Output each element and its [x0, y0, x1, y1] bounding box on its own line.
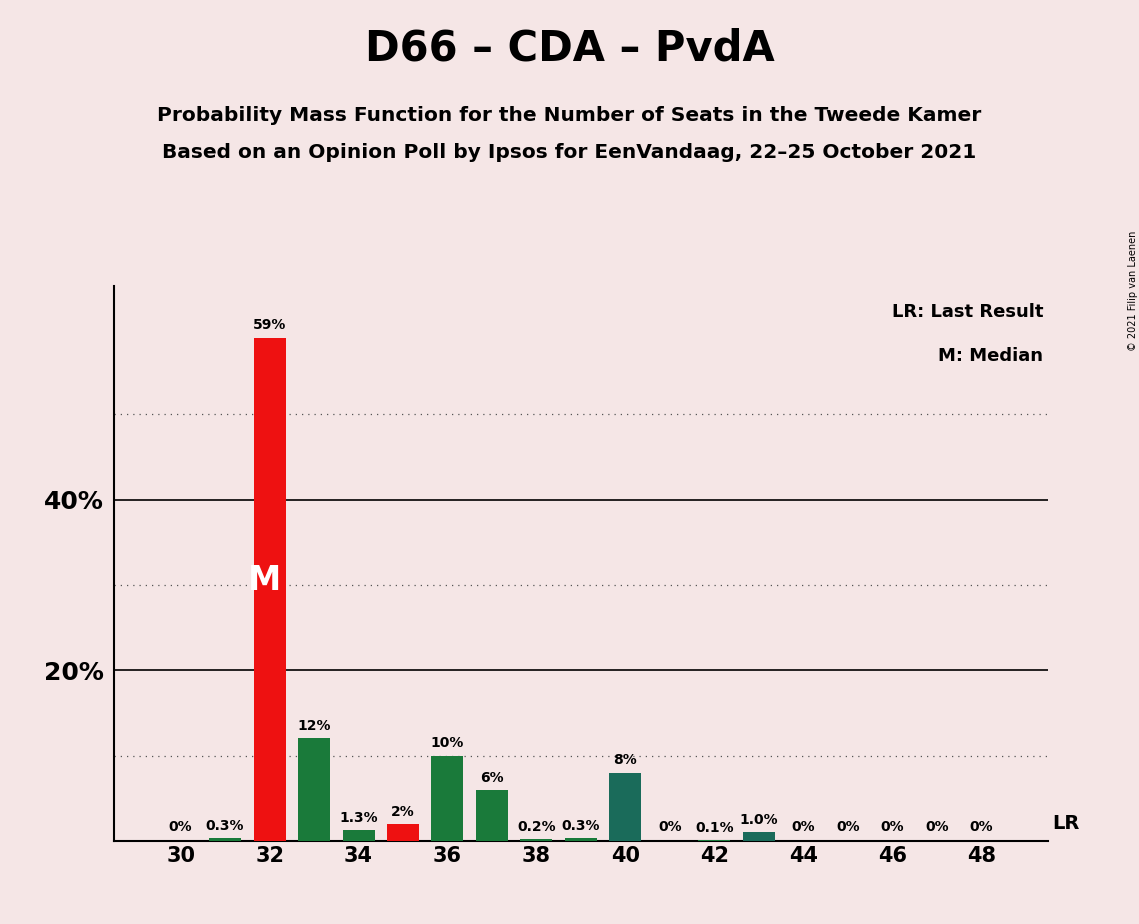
Bar — [432, 756, 464, 841]
Text: 6%: 6% — [481, 771, 503, 784]
Text: 12%: 12% — [297, 720, 330, 734]
Text: M: M — [247, 565, 281, 597]
Text: LR: Last Result: LR: Last Result — [892, 303, 1043, 321]
Text: 8%: 8% — [614, 753, 637, 768]
Text: 59%: 59% — [253, 319, 286, 333]
Bar — [565, 838, 597, 841]
Text: 0%: 0% — [836, 820, 860, 834]
Bar — [476, 790, 508, 841]
Text: 2%: 2% — [391, 805, 415, 819]
Text: 0%: 0% — [880, 820, 904, 834]
Text: 0.1%: 0.1% — [695, 821, 734, 835]
Text: 0.2%: 0.2% — [517, 820, 556, 834]
Text: D66 – CDA – PvdA: D66 – CDA – PvdA — [364, 28, 775, 69]
Text: 0%: 0% — [969, 820, 993, 834]
Bar — [521, 839, 552, 841]
Text: 0%: 0% — [169, 820, 192, 834]
Text: 0.3%: 0.3% — [562, 820, 600, 833]
Text: 10%: 10% — [431, 736, 465, 750]
Text: 1.3%: 1.3% — [339, 810, 378, 824]
Text: Probability Mass Function for the Number of Seats in the Tweede Kamer: Probability Mass Function for the Number… — [157, 106, 982, 126]
Bar — [343, 830, 375, 841]
Text: LR: LR — [1052, 814, 1080, 833]
Bar — [743, 833, 775, 841]
Text: Based on an Opinion Poll by Ipsos for EenVandaag, 22–25 October 2021: Based on an Opinion Poll by Ipsos for Ee… — [163, 143, 976, 163]
Text: 1.0%: 1.0% — [739, 813, 778, 827]
Bar — [298, 738, 330, 841]
Text: 0.3%: 0.3% — [206, 820, 245, 833]
Bar — [609, 772, 641, 841]
Text: M: Median: M: Median — [939, 347, 1043, 365]
Text: © 2021 Filip van Laenen: © 2021 Filip van Laenen — [1129, 231, 1138, 351]
Bar — [387, 824, 419, 841]
Text: 0%: 0% — [925, 820, 949, 834]
Text: 0%: 0% — [792, 820, 816, 834]
Bar — [254, 337, 286, 841]
Text: 0%: 0% — [658, 820, 681, 834]
Bar — [210, 838, 241, 841]
